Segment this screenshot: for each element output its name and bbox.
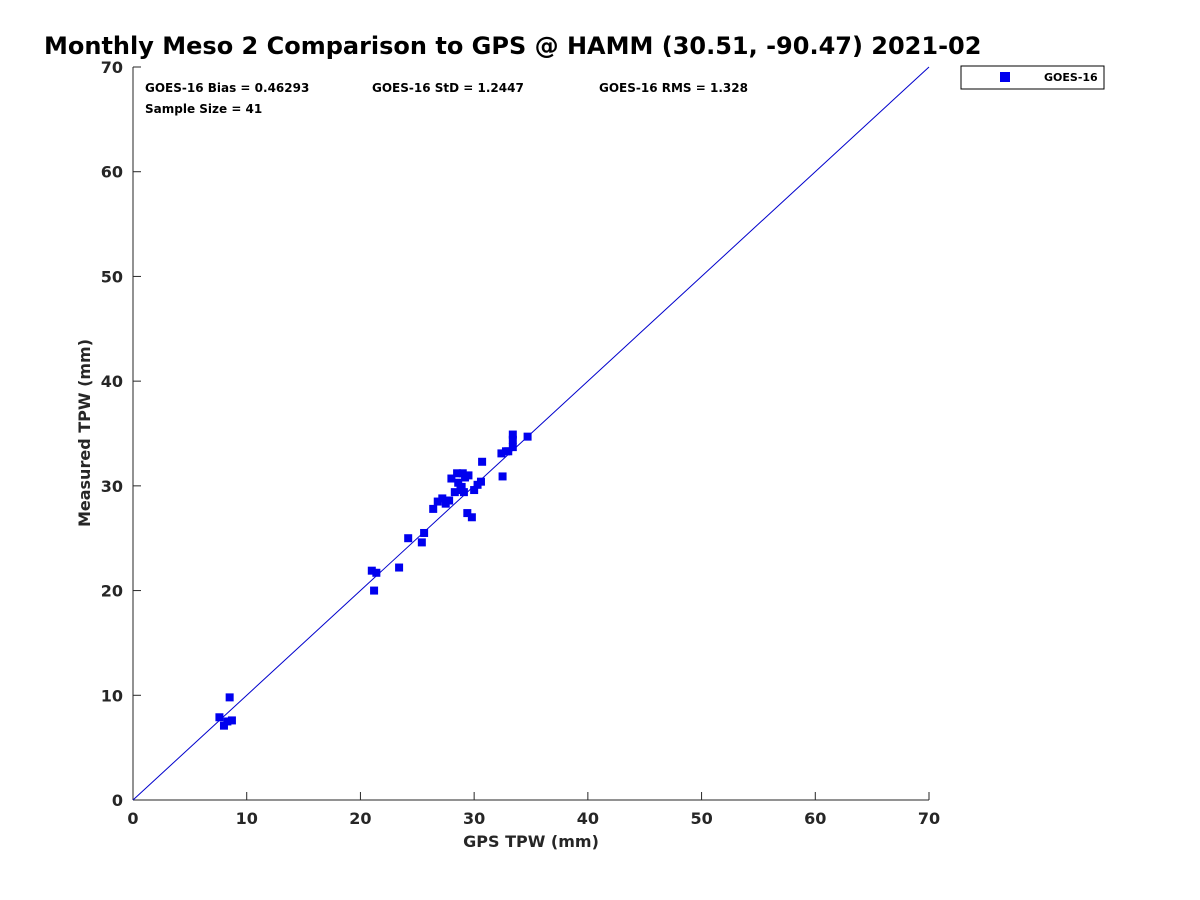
data-point bbox=[453, 469, 462, 478]
x-axis-label: GPS TPW (mm) bbox=[463, 832, 599, 851]
data-point bbox=[458, 469, 467, 478]
data-point bbox=[464, 471, 473, 480]
bias-annotation: GOES-16 Bias = 0.46293 bbox=[145, 81, 309, 95]
data-point bbox=[433, 497, 442, 506]
data-point bbox=[454, 478, 463, 487]
data-point bbox=[504, 447, 513, 456]
data-point bbox=[498, 472, 507, 481]
y-tick-label: 40 bbox=[101, 372, 123, 391]
data-point bbox=[459, 488, 468, 497]
data-point bbox=[470, 486, 479, 495]
data-point bbox=[467, 513, 476, 522]
x-tick-label: 40 bbox=[577, 809, 599, 828]
data-point bbox=[523, 432, 532, 441]
data-point bbox=[417, 538, 426, 547]
x-tick-label: 20 bbox=[349, 809, 371, 828]
y-tick-label: 60 bbox=[101, 163, 123, 182]
data-point bbox=[508, 435, 517, 444]
x-tick-label: 0 bbox=[127, 809, 138, 828]
x-tick-label: 70 bbox=[918, 809, 940, 828]
y-tick-label: 20 bbox=[101, 582, 123, 601]
data-point bbox=[508, 443, 517, 452]
data-point bbox=[476, 477, 485, 486]
data-point bbox=[447, 474, 456, 483]
y-tick-label: 70 bbox=[101, 58, 123, 77]
x-axis: 0 10 20 30 40 50 60 70 bbox=[127, 792, 940, 828]
data-points bbox=[215, 430, 532, 730]
legend-entry-label: GOES-16 bbox=[1044, 71, 1098, 84]
legend-marker bbox=[1000, 72, 1010, 82]
data-point bbox=[404, 534, 413, 543]
data-point bbox=[223, 717, 232, 726]
data-point bbox=[395, 563, 404, 572]
x-tick-label: 10 bbox=[236, 809, 258, 828]
y-tick-label: 50 bbox=[101, 267, 123, 286]
data-point bbox=[372, 568, 381, 577]
data-point bbox=[497, 449, 506, 458]
data-point bbox=[463, 509, 472, 518]
data-point bbox=[445, 496, 454, 505]
std-annotation: GOES-16 StD = 1.2447 bbox=[372, 81, 524, 95]
rms-annotation: GOES-16 RMS = 1.328 bbox=[599, 81, 748, 95]
sample-size-annotation: Sample Size = 41 bbox=[145, 102, 262, 116]
data-point bbox=[227, 716, 236, 725]
legend: GOES-16 bbox=[960, 65, 1105, 90]
data-point bbox=[420, 528, 429, 537]
data-point bbox=[215, 713, 224, 722]
data-point bbox=[478, 457, 487, 466]
data-point bbox=[370, 586, 379, 595]
data-point bbox=[367, 566, 376, 575]
data-point bbox=[508, 430, 517, 439]
x-tick-label: 60 bbox=[804, 809, 826, 828]
x-tick-label: 50 bbox=[690, 809, 712, 828]
y-tick-label: 10 bbox=[101, 686, 123, 705]
plot-area bbox=[132, 67, 929, 801]
y-axis-label: Measured TPW (mm) bbox=[75, 339, 94, 527]
data-point bbox=[450, 488, 459, 497]
y-axis: 0 10 20 30 40 50 60 70 bbox=[101, 58, 141, 810]
x-tick-label: 30 bbox=[463, 809, 485, 828]
data-point bbox=[438, 494, 447, 503]
data-point bbox=[219, 721, 228, 730]
data-point bbox=[429, 504, 438, 513]
legend-box bbox=[960, 65, 1105, 90]
y-tick-label: 0 bbox=[112, 791, 123, 810]
data-point bbox=[225, 693, 234, 702]
chart-title: Monthly Meso 2 Comparison to GPS @ HAMM … bbox=[44, 32, 981, 60]
y-tick-label: 30 bbox=[101, 477, 123, 496]
data-point bbox=[457, 482, 466, 491]
